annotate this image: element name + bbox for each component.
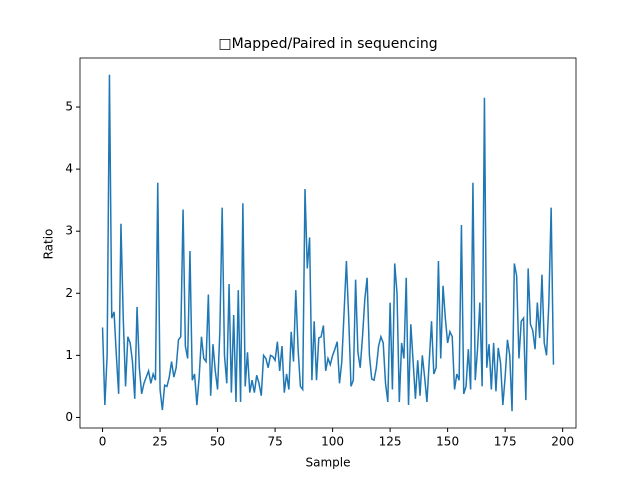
x-tick-label: 200 [551,435,574,449]
x-axis-label: Sample [306,456,351,470]
y-axis-label: Ratio [42,229,56,260]
y-tick-label: 0 [65,410,73,424]
x-tick-label: 175 [494,435,517,449]
y-tick-label: 4 [65,162,73,176]
x-tick-label: 125 [379,435,402,449]
y-tick-label: 2 [65,286,73,300]
y-tick-label: 3 [65,224,73,238]
x-tick-label: 100 [321,435,344,449]
y-tick-label: 1 [65,348,73,362]
chart-title: □Mapped/Paired in sequencing [218,36,437,52]
y-tick-label: 5 [65,100,73,114]
x-tick-label: 50 [210,435,225,449]
x-tick-label: 75 [267,435,282,449]
x-tick-label: 25 [152,435,167,449]
data-line [101,74,555,412]
plot-frame [79,57,577,429]
x-tick-label: 150 [436,435,459,449]
x-tick-label: 0 [99,435,107,449]
